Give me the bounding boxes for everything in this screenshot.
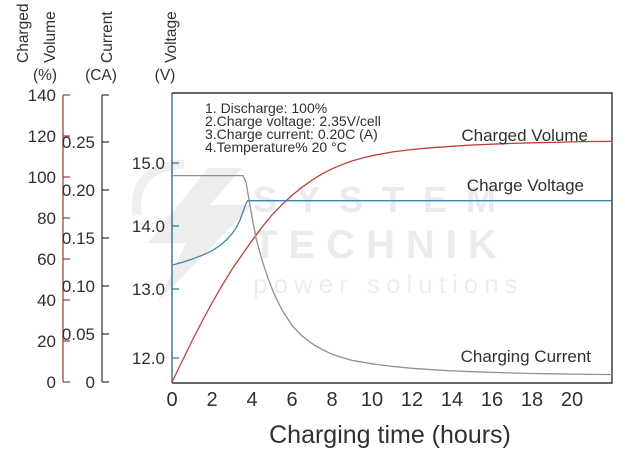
curve-current bbox=[172, 174, 613, 376]
note-line: 2.Charge voltage: 2.35V/cell bbox=[205, 113, 381, 129]
current-axis: 0.25 0.20 0.15 0.10 0.05 0 Current (CA) bbox=[62, 11, 117, 392]
current-tick-label: 0.10 bbox=[62, 277, 95, 296]
current-axis-ticks bbox=[102, 94, 109, 383]
current-tick-label: 0.15 bbox=[62, 229, 95, 248]
volume-axis-ticks bbox=[63, 94, 70, 383]
charge-voltage-curve-label: Charge Voltage bbox=[467, 176, 584, 195]
x-tick-label: 8 bbox=[326, 389, 337, 411]
voltage-tick-label: 14.0 bbox=[132, 217, 165, 236]
x-tick-label: 14 bbox=[441, 389, 463, 411]
x-tick-label: 0 bbox=[166, 389, 177, 411]
volume-tick-label: 80 bbox=[37, 209, 56, 228]
volume-tick-label: 140 bbox=[28, 86, 56, 105]
watermark-line3: power solutions bbox=[253, 269, 524, 299]
volume-tick-label: 60 bbox=[37, 250, 56, 269]
test-conditions-note: 1. Discharge: 100% 2.Charge voltage: 2.3… bbox=[205, 100, 381, 155]
voltage-axis: 15.0 14.0 13.0 12.0 Voltage (V) bbox=[132, 11, 180, 383]
volume-tick-label: 20 bbox=[37, 332, 56, 351]
voltage-tick-label: 15.0 bbox=[132, 154, 165, 173]
volume-axis-title-1: Charged bbox=[15, 4, 32, 63]
note-line: 3.Charge current: 0.20C (A) bbox=[205, 126, 378, 142]
curve-volume bbox=[171, 140, 613, 383]
x-tick-label: 6 bbox=[286, 389, 297, 411]
voltage-axis-ticks bbox=[172, 162, 179, 359]
volume-tick-label: 40 bbox=[37, 291, 56, 310]
watermark-logo-flash-icon bbox=[148, 168, 252, 302]
volume-axis-unit: (%) bbox=[33, 67, 57, 84]
volume-axis-title-2: Volume bbox=[42, 11, 59, 63]
volume-axis: 140 120 100 80 60 40 20 0 Charged Volume… bbox=[15, 4, 70, 392]
x-tick-label: 4 bbox=[246, 389, 257, 411]
watermark-line1: SYSTEM bbox=[253, 179, 515, 220]
plot-frame bbox=[172, 92, 613, 384]
voltage-tick-label: 13.0 bbox=[132, 280, 165, 299]
charging-current-curve-label: Charging Current bbox=[461, 347, 592, 366]
note-line: 1. Discharge: 100% bbox=[205, 100, 327, 116]
volume-tick-label: 0 bbox=[47, 373, 56, 392]
x-tick-label: 10 bbox=[361, 389, 383, 411]
x-axis-labels: 0 2 4 6 8 10 12 14 16 18 20 bbox=[166, 389, 583, 411]
current-tick-label: 0.20 bbox=[62, 181, 95, 200]
watermark-logo-ring bbox=[131, 159, 185, 216]
charged-volume-curve-label: Charged Volume bbox=[461, 126, 588, 145]
voltage-axis-title: Voltage bbox=[163, 11, 180, 63]
watermark: SYSTEM TECHNIK power solutions bbox=[131, 159, 524, 302]
note-line: 4.Temperature% 20 °C bbox=[205, 139, 347, 155]
x-tick-label: 2 bbox=[206, 389, 217, 411]
x-tick-label: 18 bbox=[521, 389, 543, 411]
curve-voltage bbox=[171, 200, 612, 266]
current-tick-label: 0.25 bbox=[62, 133, 95, 152]
x-axis-title: Charging time (hours) bbox=[269, 421, 511, 449]
current-axis-title: Current bbox=[99, 11, 116, 63]
x-tick-label: 12 bbox=[401, 389, 423, 411]
volume-tick-label: 100 bbox=[28, 168, 56, 187]
x-tick-label: 16 bbox=[481, 389, 503, 411]
voltage-axis-unit: (V) bbox=[155, 67, 176, 84]
watermark-line2: TECHNIK bbox=[253, 223, 508, 267]
current-tick-label: 0.05 bbox=[62, 325, 95, 344]
current-axis-unit: (CA) bbox=[85, 67, 117, 84]
voltage-tick-label: 12.0 bbox=[132, 349, 165, 368]
curves bbox=[171, 140, 613, 383]
current-tick-label: 0 bbox=[86, 373, 95, 392]
volume-tick-label: 120 bbox=[28, 127, 56, 146]
x-tick-label: 20 bbox=[561, 389, 583, 411]
